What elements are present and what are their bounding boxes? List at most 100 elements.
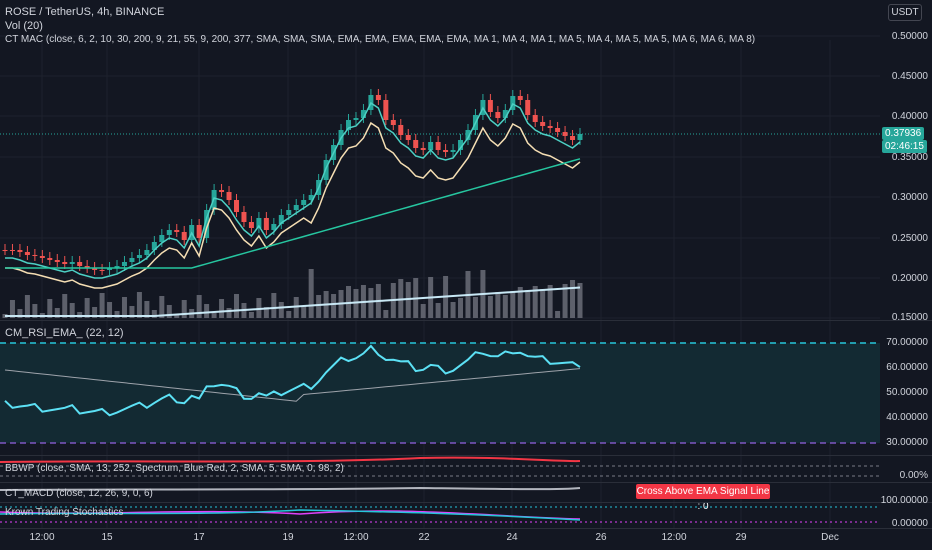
volume-bar — [54, 308, 60, 318]
candle-body — [547, 126, 553, 128]
rsi-tick: 40.00000 — [886, 412, 928, 423]
volume-bar — [510, 291, 516, 318]
candle-body — [136, 255, 142, 258]
candle-body — [39, 256, 45, 258]
stoch-d-line — [0, 509, 581, 521]
mac-indicator-label[interactable]: CT MAC (close, 6, 2, 10, 30, 200, 9, 21,… — [5, 34, 756, 45]
candle-body — [129, 258, 135, 262]
price-tick: 0.15000 — [891, 312, 928, 323]
rsi-tick: 50.00000 — [886, 387, 928, 398]
pane-divider[interactable] — [0, 502, 932, 503]
candle-body — [487, 100, 493, 112]
candle-body — [510, 96, 516, 110]
volume-bar — [420, 304, 426, 318]
candle-body — [540, 122, 546, 126]
candle-body — [428, 142, 434, 150]
ema-mid-line — [5, 121, 581, 289]
candle-body — [17, 250, 23, 252]
volume-bar — [517, 287, 523, 318]
volume-bar — [532, 286, 538, 318]
rsi-tick: 70.00000 — [886, 337, 928, 348]
volume-bar — [316, 295, 322, 318]
candle-body — [69, 262, 75, 264]
candle-body — [24, 252, 30, 255]
candle-body — [502, 110, 508, 118]
volume-bar — [32, 304, 38, 318]
time-tick: 19 — [282, 532, 294, 543]
volume-bar — [383, 310, 389, 318]
volume-bar — [248, 312, 254, 318]
time-tick: 22 — [418, 532, 430, 543]
pane-divider[interactable] — [0, 482, 932, 483]
candle-body — [353, 118, 359, 120]
candle-body — [555, 128, 561, 132]
volume-bar — [92, 307, 98, 318]
candle-body — [465, 130, 471, 140]
volume-bar — [69, 303, 75, 318]
candle-body — [92, 268, 98, 270]
volume-bar — [174, 314, 180, 318]
countdown-badge: 02:46:15 — [882, 140, 927, 153]
volume-bar — [144, 301, 150, 318]
volume-ma-line — [5, 286, 581, 317]
candle-body — [405, 135, 411, 140]
macd-line — [0, 486, 581, 491]
volume-bar — [487, 296, 493, 318]
volume-bar — [159, 296, 165, 318]
macd-indicator-label[interactable]: CT_MACD (close, 12, 26, 9, 0, 6) — [5, 488, 153, 499]
volume-bar — [24, 295, 30, 318]
pane-divider[interactable] — [0, 455, 932, 456]
bbwp-indicator-label[interactable]: BBWP (close, SMA, 13, 252, Spectrum, Blu… — [5, 463, 344, 474]
candle-body — [570, 136, 576, 140]
candle-body — [144, 250, 150, 255]
volume-bar — [219, 299, 225, 318]
candle-body — [308, 195, 314, 200]
volume-bar — [271, 293, 277, 318]
rsi-indicator-label[interactable]: CM_RSI_EMA_ (22, 12) — [5, 327, 124, 339]
volume-bar — [151, 310, 157, 318]
rsi-tick: 60.00000 — [886, 362, 928, 373]
candle-body — [114, 266, 120, 268]
time-axis-divider — [0, 528, 932, 529]
candle-body — [525, 100, 531, 115]
symbol-title[interactable]: ROSE / TetherUS, 4h, BINANCE — [5, 6, 165, 18]
candle-body — [47, 258, 53, 260]
candle-body — [174, 230, 180, 232]
volume-bar — [136, 292, 142, 318]
volume-indicator-label[interactable]: Vol (20) — [5, 20, 43, 32]
time-tick: 12:00 — [29, 532, 55, 543]
currency-button[interactable]: USDT — [888, 4, 922, 21]
volume-bar — [308, 269, 314, 318]
candle-body — [2, 250, 8, 251]
candle-body — [450, 150, 456, 152]
volume-bar — [233, 294, 239, 318]
macd-signal-label: Cross Above EMA Signal Line : 0 — [636, 484, 770, 512]
volume-bar — [47, 299, 53, 318]
volume-bar — [263, 307, 269, 318]
rsi-tick: 30.00000 — [886, 437, 928, 448]
volume-bar — [331, 294, 337, 318]
candle-body — [346, 120, 352, 130]
volume-bar — [114, 311, 120, 318]
volume-bar — [458, 298, 464, 318]
volume-bar — [278, 302, 284, 318]
candle-body — [107, 268, 113, 270]
volume-bar — [166, 305, 172, 318]
candle-body — [196, 225, 202, 238]
stoch-indicator-label[interactable]: Krown Trading Stochastics — [5, 507, 124, 518]
candle-body — [166, 230, 172, 235]
time-tick: 29 — [735, 532, 747, 543]
candle-body — [286, 210, 292, 215]
candle-body — [121, 262, 127, 266]
candle-body — [293, 205, 299, 210]
pane-divider[interactable] — [0, 320, 932, 321]
candle-body — [398, 125, 404, 135]
volume-bar — [129, 306, 135, 318]
price-tick: 0.20000 — [891, 273, 928, 284]
candle-body — [271, 224, 277, 230]
candle-body — [233, 200, 239, 212]
volume-bar — [107, 302, 113, 318]
volume-bar — [17, 309, 23, 318]
bbwp-line — [0, 456, 581, 463]
